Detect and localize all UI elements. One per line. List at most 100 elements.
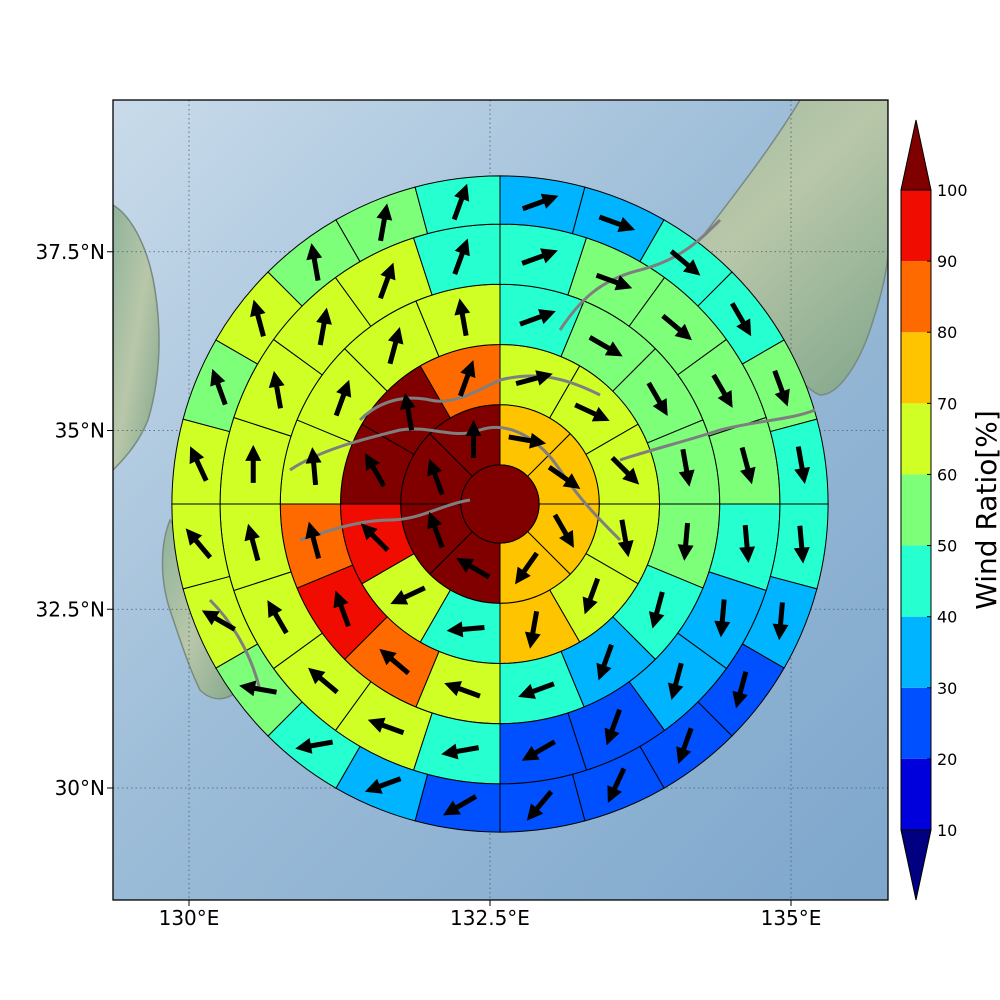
wind-arrow-ring2-12: [457, 360, 476, 397]
wind-arrow-ring5-8: [772, 602, 789, 641]
wind-arrow-ring3-4: [678, 448, 695, 487]
wind-arrow-ring4-8: [667, 662, 684, 700]
colorbar-segment: [901, 403, 931, 475]
korea-landmass: [113, 204, 160, 472]
wind-arrow-ring4-11: [441, 743, 480, 760]
wind-arrow-ring5-6: [794, 446, 810, 485]
coastline-segment: [299, 498, 471, 542]
wind-arrow-ring1-6: [427, 511, 445, 549]
wind-arrow-ring5-9: [732, 671, 749, 709]
colorbar-tick-label: 90: [937, 252, 957, 271]
wind-arrow-ring3-6: [648, 591, 665, 629]
wind-arrow-ring4-16: [245, 444, 262, 483]
wind-arrow-ring4-14: [267, 600, 289, 635]
wind-arrow-ring2-1: [515, 370, 553, 387]
wind-arrow-ring4-19: [378, 262, 396, 300]
wind-arrow-ring5-10: [676, 727, 694, 764]
wind-arrow-ring3-5: [677, 522, 694, 561]
sector-polygons: [171, 175, 829, 833]
colorbar-tick-label: 20: [937, 750, 957, 769]
x-tick-label: 130°E: [159, 906, 220, 930]
colorbar-segment: [901, 474, 931, 546]
colorbar-tick-label: 30: [937, 679, 957, 698]
wind-arrow-ring1-2: [547, 465, 581, 489]
coastline-segment: [558, 218, 722, 331]
colorbar-outline: [900, 189, 932, 831]
wind-arrow-ring5-7: [793, 525, 810, 564]
wind-arrow-ring2-10: [364, 453, 387, 488]
wind-arrow-ring3-15: [387, 327, 404, 365]
wind-arrow-ring5-1: [521, 193, 559, 212]
wind-arrow-ring4-10: [521, 739, 556, 761]
wind-arrow-ring3-1: [519, 309, 556, 327]
wind-arrow-ring4-3: [661, 313, 692, 341]
wind-arrow-ring4-15: [244, 523, 261, 562]
wind-arrow-ring4-13: [308, 667, 339, 695]
colorbar-segment: [901, 332, 931, 404]
wind-arrow-ring3-12: [305, 521, 322, 560]
center-cell: [460, 464, 540, 544]
y-axis-ticks: 37.5°N 35°N 32.5°N 30°N: [36, 240, 113, 800]
colorbar-tick-label: 100: [937, 181, 968, 200]
wind-arrow-ring2-2: [574, 402, 610, 422]
wind-arrow-ring3-7: [596, 643, 614, 681]
wind-arrow-ring1-1: [508, 432, 547, 449]
wind-arrow-ring5-18: [185, 528, 213, 560]
wind-arrow-ring3-3: [646, 381, 668, 416]
coastline-segment: [358, 374, 601, 422]
colorbar-tick-label: 10: [937, 821, 957, 840]
wind-arrow-ring5-11: [607, 767, 627, 803]
colorbar-tick-label: 80: [937, 323, 957, 342]
wind-arrow-ring4-20: [452, 238, 470, 276]
colorbar-extend-max: [900, 119, 932, 191]
coastline-segment: [619, 408, 816, 462]
wind-arrow-ring4-5: [739, 446, 756, 485]
wind-arrow-ring4-2: [595, 272, 633, 291]
wind-arrow-ring5-12: [526, 790, 554, 821]
wind-arrow-ring5-5: [772, 369, 790, 407]
colorbar-tick-label: 70: [937, 394, 957, 413]
wind-arrow-ring3-10: [379, 648, 411, 676]
wind-arrow-ring5-17: [201, 610, 236, 632]
wind-arrow-ring2-4: [617, 519, 634, 558]
wind-arrow-ring4-18: [316, 307, 332, 346]
wind-arrow-ring2-6: [524, 610, 541, 649]
wind-arrow-ring5-2: [598, 214, 636, 233]
wind-arrow-ring5-3: [669, 249, 701, 276]
wind-arrow-ring3-9: [444, 681, 481, 699]
wind-arrow-ring5-22: [306, 243, 323, 281]
colorbar-segment: [901, 687, 931, 759]
wind-arrow-ring5-21: [250, 299, 266, 337]
wind-arrow-ring1-8: [465, 420, 482, 459]
colorbar-segment: [901, 758, 931, 830]
wind-arrow-ring2-9: [360, 523, 390, 552]
wind-arrow-ring3-11: [333, 590, 351, 628]
y-tick-label: 35°N: [55, 419, 105, 443]
wind-arrow-ring3-8: [518, 681, 555, 699]
colorbar-tick-label: 40: [937, 608, 957, 627]
wind-arrow-ring2-11: [399, 392, 416, 431]
wind-arrow-ring3-2: [588, 335, 623, 357]
wind-arrow-ring4-12: [367, 717, 405, 736]
wind-arrow-ring1-7: [427, 458, 445, 496]
colorbar-segment: [901, 616, 931, 688]
wind-arrow-ring5-13: [442, 794, 478, 816]
colorbar-segment: [901, 190, 931, 262]
wind-arrow-ring2-8: [390, 585, 426, 605]
wind-arrow-ring4-17: [268, 370, 285, 409]
wind-arrow-ring2-3: [610, 456, 640, 485]
x-tick-label: 132.5°E: [450, 906, 530, 930]
y-tick-label: 37.5°N: [36, 240, 106, 264]
wind-arrow-ring5-14: [364, 776, 402, 794]
coastline-segment: [208, 598, 262, 691]
coastline-overlay: [208, 218, 816, 691]
wind-arrow-ring1-5: [456, 557, 491, 580]
y-tick-label: 32.5°N: [36, 597, 106, 621]
x-tick-label: 135°E: [761, 906, 822, 930]
wind-arrow-ring1-3: [552, 513, 574, 548]
colorbar: 10 20 30 40 50 60 70 80 90 100: [900, 119, 968, 901]
wind-arrow-ring3-13: [305, 447, 322, 486]
wind-arrow-ring1-4: [515, 551, 539, 585]
map-frame: [112, 99, 889, 901]
